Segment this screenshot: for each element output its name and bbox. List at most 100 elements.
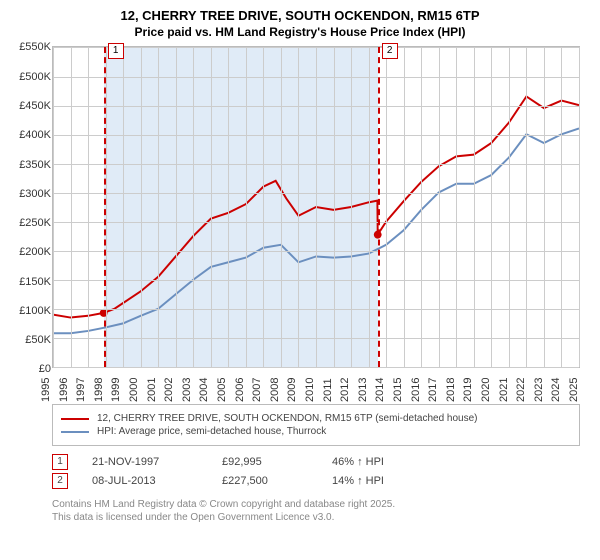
legend-item-hpi: HPI: Average price, semi-detached house,… xyxy=(61,426,571,437)
x-tick-label: 2017 xyxy=(427,378,439,402)
event-date-1: 21-NOV-1997 xyxy=(92,456,222,468)
x-tick-label: 2020 xyxy=(480,378,492,402)
x-tick-label: 2002 xyxy=(163,378,175,402)
gridline-v xyxy=(316,47,317,367)
gridline-v xyxy=(228,47,229,367)
legend-swatch-hpi xyxy=(61,431,89,433)
x-tick-label: 2021 xyxy=(498,378,510,402)
plot-area: £0£50K£100K£150K£200K£250K£300K£350K£400… xyxy=(52,46,580,368)
y-tick-label: £450K xyxy=(11,100,51,112)
x-tick-label: 2006 xyxy=(234,378,246,402)
x-tick-label: 2023 xyxy=(533,378,545,402)
gridline-v xyxy=(491,47,492,367)
x-tick-label: 1998 xyxy=(93,378,105,402)
x-tick-label: 2022 xyxy=(515,378,527,402)
event-marker-1: 1 xyxy=(52,454,68,470)
y-tick-label: £250K xyxy=(11,217,51,229)
gridline-v xyxy=(263,47,264,367)
y-tick-label: £0 xyxy=(11,363,51,375)
x-tick-label: 1996 xyxy=(58,378,70,402)
gridline-v xyxy=(193,47,194,367)
gridline-v xyxy=(246,47,247,367)
gridline-v xyxy=(106,47,107,367)
x-tick-label: 2010 xyxy=(304,378,316,402)
x-tick-label: 2024 xyxy=(550,378,562,402)
y-tick-label: £400K xyxy=(11,129,51,141)
x-tick-label: 2013 xyxy=(357,378,369,402)
gridline-v xyxy=(351,47,352,367)
y-tick-label: £200K xyxy=(11,246,51,258)
legend: 12, CHERRY TREE DRIVE, SOUTH OCKENDON, R… xyxy=(52,404,580,446)
x-tick-label: 2012 xyxy=(339,378,351,402)
gridline-v xyxy=(141,47,142,367)
event-box: 1 xyxy=(108,43,124,59)
gridline-v xyxy=(456,47,457,367)
gridline-v xyxy=(334,47,335,367)
x-tick-label: 2018 xyxy=(445,378,457,402)
footer-line-2: This data is licensed under the Open Gov… xyxy=(52,512,580,525)
x-tick-label: 2001 xyxy=(146,378,158,402)
event-price-2: £227,500 xyxy=(222,475,332,487)
gridline-v xyxy=(439,47,440,367)
x-tick-label: 2007 xyxy=(251,378,263,402)
y-tick-label: £500K xyxy=(11,71,51,83)
gridline-v xyxy=(71,47,72,367)
x-tick-label: 2011 xyxy=(322,379,334,403)
x-tick-label: 2003 xyxy=(181,378,193,402)
gridline-v xyxy=(298,47,299,367)
event-box: 2 xyxy=(382,43,398,59)
legend-label-hpi: HPI: Average price, semi-detached house,… xyxy=(97,426,326,437)
gridline-v xyxy=(561,47,562,367)
gridline-v xyxy=(579,47,580,367)
gridline-v xyxy=(526,47,527,367)
x-tick-label: 2014 xyxy=(374,378,386,402)
x-tick-label: 2005 xyxy=(216,378,228,402)
footer-attribution: Contains HM Land Registry data © Crown c… xyxy=(52,499,580,524)
gridline-v xyxy=(158,47,159,367)
chart-title: 12, CHERRY TREE DRIVE, SOUTH OCKENDON, R… xyxy=(10,8,590,40)
chart-container: 12, CHERRY TREE DRIVE, SOUTH OCKENDON, R… xyxy=(0,0,600,560)
event-date-2: 08-JUL-2013 xyxy=(92,475,222,487)
x-tick-label: 2015 xyxy=(392,378,404,402)
gridline-v xyxy=(211,47,212,367)
x-tick-label: 2019 xyxy=(462,378,474,402)
x-tick-label: 2009 xyxy=(286,378,298,402)
x-tick-label: 2025 xyxy=(568,378,580,402)
gridline-v xyxy=(88,47,89,367)
gridline-v xyxy=(544,47,545,367)
event-line xyxy=(104,47,106,367)
y-tick-label: £350K xyxy=(11,159,51,171)
footer-line-1: Contains HM Land Registry data © Crown c… xyxy=(52,499,580,512)
event-table: 1 21-NOV-1997 £92,995 46% ↑ HPI 2 08-JUL… xyxy=(52,454,580,489)
event-row-1: 1 21-NOV-1997 £92,995 46% ↑ HPI xyxy=(52,454,580,470)
gridline-v xyxy=(281,47,282,367)
x-tick-label: 2000 xyxy=(128,378,140,402)
y-tick-label: £150K xyxy=(11,276,51,288)
gridline-v xyxy=(123,47,124,367)
gridline-v xyxy=(509,47,510,367)
x-tick-label: 1997 xyxy=(75,378,87,402)
x-tick-label: 2016 xyxy=(410,378,422,402)
x-tick-label: 2008 xyxy=(269,378,281,402)
title-line-2: Price paid vs. HM Land Registry's House … xyxy=(10,25,590,41)
gridline-v xyxy=(176,47,177,367)
gridline-v xyxy=(53,47,54,367)
legend-label-price-paid: 12, CHERRY TREE DRIVE, SOUTH OCKENDON, R… xyxy=(97,413,478,424)
x-tick-label: 2004 xyxy=(198,378,210,402)
gridline-v xyxy=(369,47,370,367)
y-tick-label: £550K xyxy=(11,41,51,53)
legend-swatch-price-paid xyxy=(61,418,89,420)
y-tick-label: £50K xyxy=(11,334,51,346)
x-tick-label: 1999 xyxy=(110,378,122,402)
y-tick-label: £300K xyxy=(11,188,51,200)
x-tick-label: 1995 xyxy=(40,378,52,402)
event-price-1: £92,995 xyxy=(222,456,332,468)
title-line-1: 12, CHERRY TREE DRIVE, SOUTH OCKENDON, R… xyxy=(10,8,590,25)
gridline-v xyxy=(386,47,387,367)
x-axis: 1995199619971998199920002001200220032004… xyxy=(52,368,580,396)
gridline-v xyxy=(474,47,475,367)
y-tick-label: £100K xyxy=(11,305,51,317)
event-hpi-2: 14% ↑ HPI xyxy=(332,475,580,487)
event-marker-2: 2 xyxy=(52,473,68,489)
event-row-2: 2 08-JUL-2013 £227,500 14% ↑ HPI xyxy=(52,473,580,489)
